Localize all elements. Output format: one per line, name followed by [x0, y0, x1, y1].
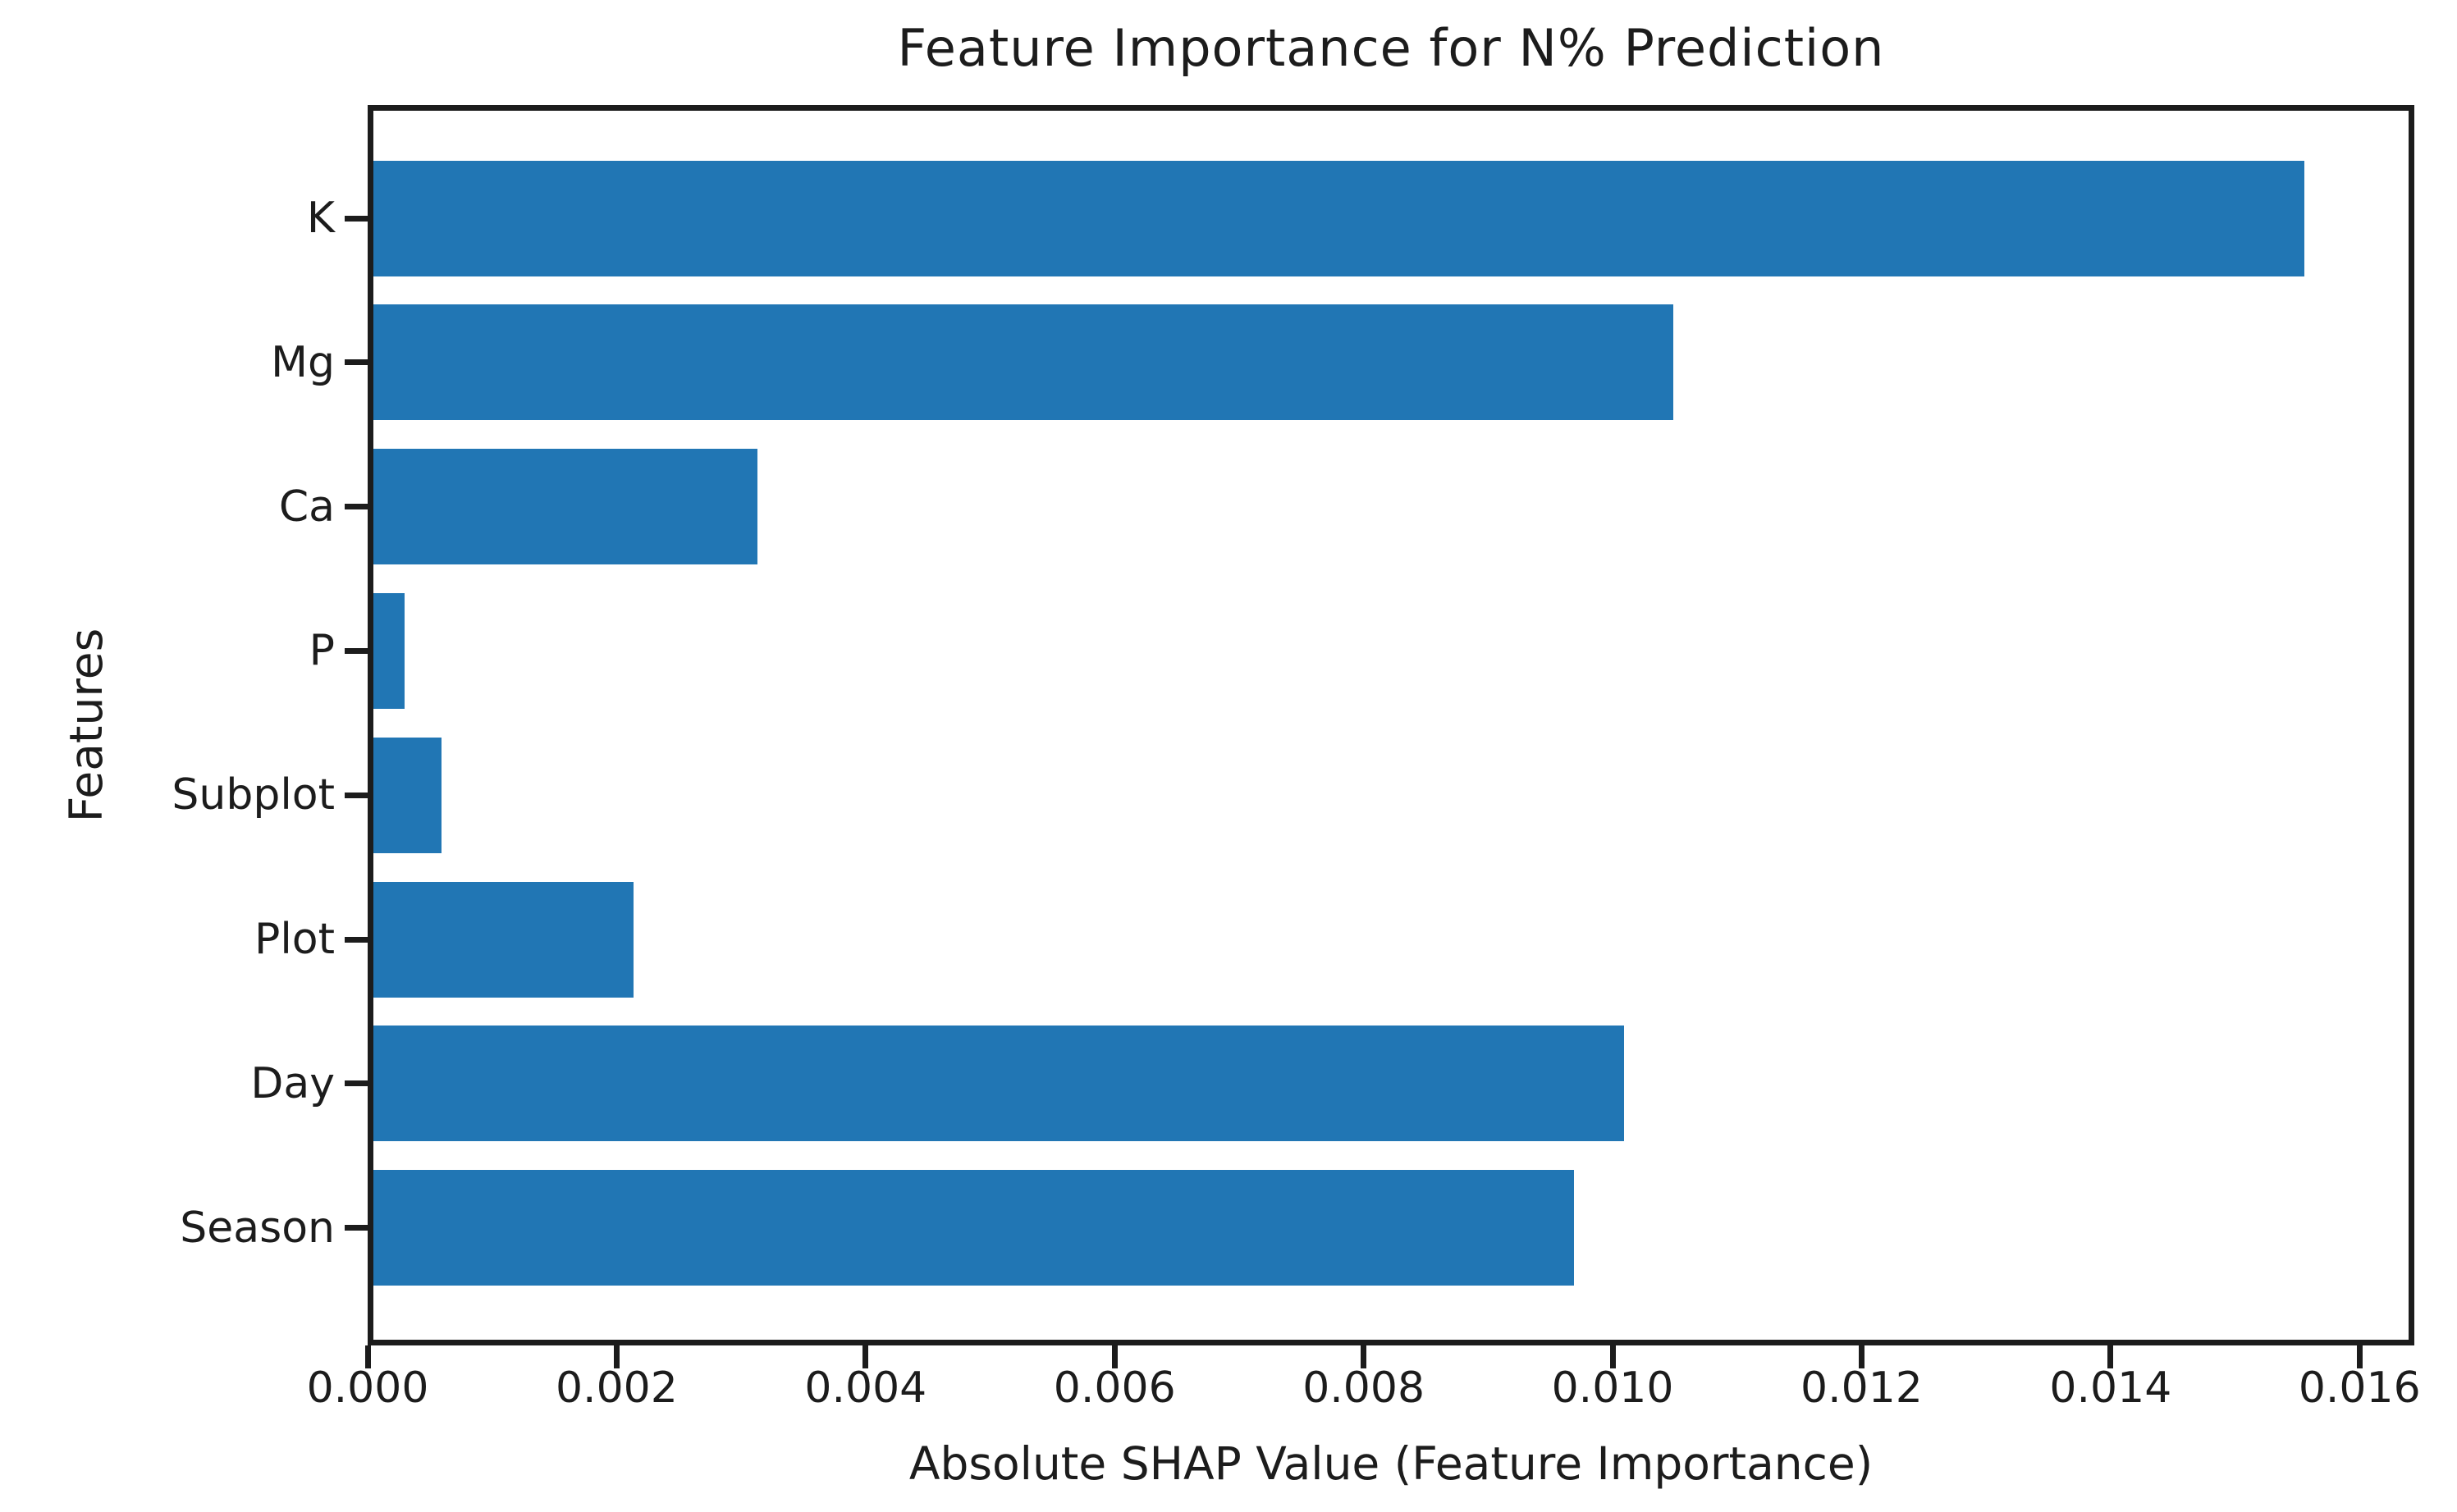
y-tick-mark [345, 1080, 368, 1087]
x-tick-label-0.000: 0.000 [306, 1364, 429, 1413]
bar-p [373, 592, 405, 709]
bar-k [373, 160, 2305, 276]
x-tick-mark [364, 1345, 371, 1368]
x-tick-mark [2107, 1345, 2114, 1368]
x-tick-label-0.008: 0.008 [1302, 1364, 1425, 1413]
x-tick-mark [1361, 1345, 1367, 1368]
y-tick-label-k: K [306, 194, 335, 243]
y-tick-label-season: Season [180, 1203, 335, 1253]
x-axis-label: Absolute SHAP Value (Feature Importance) [908, 1437, 1874, 1490]
bar-day [373, 1026, 1624, 1142]
bar-ca [373, 449, 757, 565]
x-tick-mark [1858, 1345, 1864, 1368]
y-tick-label-p: P [309, 626, 335, 676]
x-tick-label-0.014: 0.014 [2049, 1364, 2172, 1413]
y-tick-mark [345, 215, 368, 222]
bar-mg [373, 304, 1673, 421]
y-tick-mark [345, 504, 368, 510]
x-tick-mark [1609, 1345, 1616, 1368]
x-tick-label-0.016: 0.016 [2298, 1364, 2421, 1413]
x-tick-mark [1111, 1345, 1118, 1368]
y-tick-mark [345, 647, 368, 654]
y-tick-label-plot: Plot [254, 915, 335, 964]
y-tick-mark [345, 792, 368, 798]
bar-plot [373, 881, 634, 998]
x-tick-mark [862, 1345, 869, 1368]
x-tick-label-0.006: 0.006 [1053, 1364, 1176, 1413]
y-tick-mark [345, 1225, 368, 1231]
bar-subplot [373, 737, 442, 853]
y-tick-label-mg: Mg [271, 337, 335, 387]
chart-title: Feature Importance for N% Prediction [897, 18, 1885, 78]
x-tick-label-0.012: 0.012 [1800, 1364, 1923, 1413]
x-tick-label-0.010: 0.010 [1551, 1364, 1674, 1413]
x-tick-label-0.002: 0.002 [555, 1364, 678, 1413]
x-tick-mark [2356, 1345, 2363, 1368]
x-tick-label-0.004: 0.004 [804, 1364, 927, 1413]
y-tick-mark [345, 359, 368, 366]
y-tick-label-day: Day [250, 1058, 335, 1108]
bar-season [373, 1170, 1575, 1286]
y-tick-label-ca: Ca [278, 482, 335, 532]
y-tick-mark [345, 936, 368, 943]
plot-area [368, 105, 2414, 1345]
y-tick-label-subplot: Subplot [172, 770, 335, 820]
x-tick-mark [613, 1345, 620, 1368]
